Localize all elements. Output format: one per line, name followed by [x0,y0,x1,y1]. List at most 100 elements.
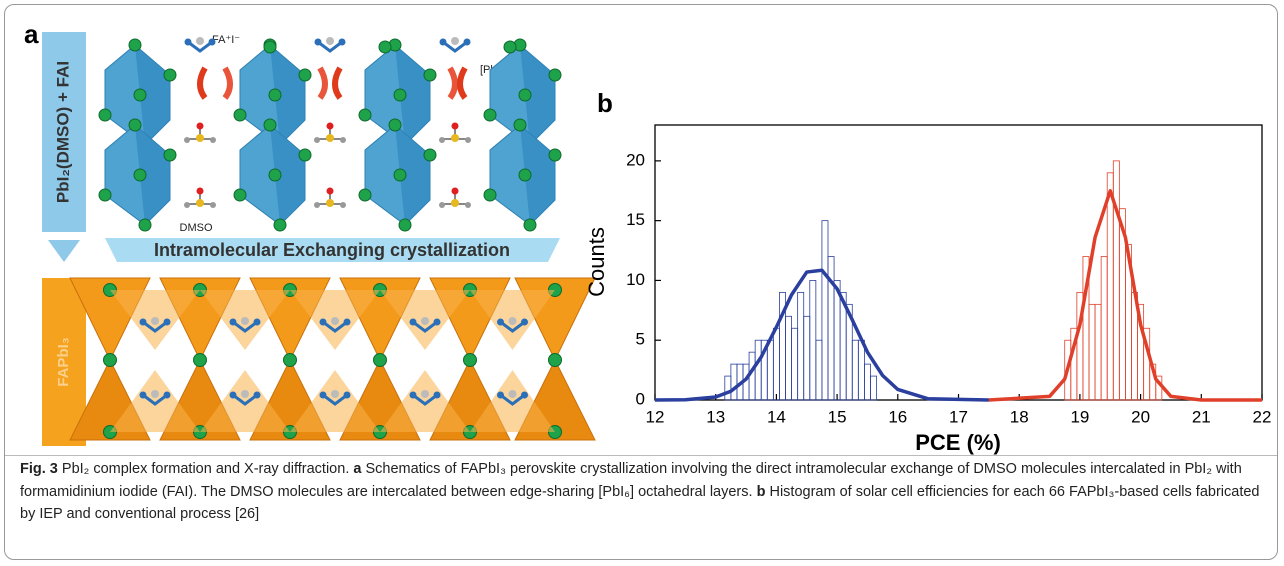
histogram-bar [792,328,798,400]
down-arrow [48,240,80,262]
x-tick-label: 20 [1131,407,1150,426]
iodide-atom [269,169,281,181]
atom [434,392,441,399]
atom [196,37,204,45]
histogram-bar [1113,161,1119,400]
atom [421,317,429,325]
dmso-molecule [439,123,471,144]
iodide-atom [269,89,281,101]
atom [210,137,216,143]
atom [340,137,346,143]
iodide-atom [164,149,176,161]
x-tick-label: 18 [1010,407,1029,426]
atom [327,188,334,195]
iodide-atom [234,189,246,201]
atom [326,134,334,142]
atom [230,392,237,399]
atom [326,199,334,207]
iodide-atom [389,119,401,131]
atom [197,123,204,130]
exchange-arrow [450,68,455,98]
atom [452,188,459,195]
atom [320,319,327,326]
iodide-atom [394,169,406,181]
atom [344,392,351,399]
iodide-atom [359,189,371,201]
histogram-bar [870,376,876,400]
atom [439,137,445,143]
iodide-atom [134,89,146,101]
histogram-bar [1101,257,1107,400]
iodide-atom [234,109,246,121]
iodide-atom [519,169,531,181]
y-tick-label: 15 [626,210,645,229]
molecule-label: FA⁺I⁻ [212,34,240,46]
panel-label: b [597,88,613,118]
iodide-atom [274,219,286,231]
iodide-atom [134,169,146,181]
atom [184,202,190,208]
atom [314,137,320,143]
atom [151,317,159,325]
atom [254,319,261,326]
panel-ref: b [757,484,766,500]
x-tick-label: 12 [646,407,665,426]
histogram-bar [834,280,840,400]
y-tick-label: 10 [626,270,645,289]
fa-molecule [185,37,216,51]
y-tick-label: 5 [636,330,645,349]
atom [151,390,159,398]
atom [465,137,471,143]
dmso-molecule [439,188,471,209]
iodide-atom [524,219,536,231]
iodide-atom [359,109,371,121]
histogram-bar [1089,304,1095,400]
atom [439,202,445,208]
atom [410,392,417,399]
caption-title: PbI₂ complex formation and X-ray diffrac… [62,461,349,477]
atom [497,392,504,399]
histogram-bar [816,340,822,400]
iodide-atom [129,119,141,131]
dmso-molecule [314,188,346,209]
dmso-molecule [184,123,216,144]
atom [184,137,190,143]
atom [241,390,249,398]
atom [451,37,459,45]
iodide-atom [549,149,561,161]
iodide-atom [394,89,406,101]
atom [464,39,471,46]
iodide-atom [484,109,496,121]
iodide-atom [99,109,111,121]
atom [164,319,171,326]
histogram-bar [852,340,858,400]
iodide-atom [129,39,141,51]
iodide-atom [464,354,477,367]
iodide-atom [299,69,311,81]
caption: Fig. 3 PbI₂ complex formation and X-ray … [20,458,1265,526]
histogram-bar [767,340,773,400]
histogram-bar [822,221,828,400]
atom [196,199,204,207]
panel-ref: a [353,461,361,477]
histogram-bar [798,292,804,400]
x-tick-label: 21 [1192,407,1211,426]
x-tick-label: 16 [888,407,907,426]
histogram-bar [804,316,810,400]
atom [521,319,528,326]
histogram-bar [755,340,761,400]
atom [340,202,346,208]
iodide-atom [504,41,516,53]
iodide-atom [549,354,562,367]
x-tick-label: 15 [828,407,847,426]
plot-frame [655,125,1262,400]
iodide-atom [374,354,387,367]
iodide-atom [194,354,207,367]
iodide-atom [264,119,276,131]
iodide-atom [99,189,111,201]
dmso-molecule [314,123,346,144]
atom [196,134,204,142]
atom [197,188,204,195]
atom [434,319,441,326]
atom [315,39,322,46]
